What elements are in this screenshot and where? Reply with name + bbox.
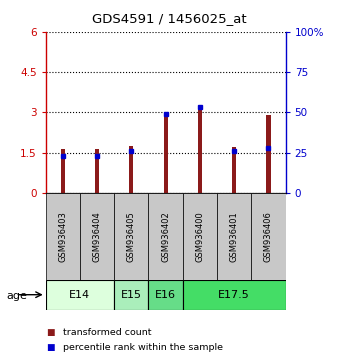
Bar xyxy=(148,193,183,280)
Bar xyxy=(164,112,168,193)
Bar xyxy=(266,115,270,193)
Bar xyxy=(129,146,134,193)
Text: percentile rank within the sample: percentile rank within the sample xyxy=(63,343,222,353)
Text: E14: E14 xyxy=(69,290,91,300)
Text: E16: E16 xyxy=(155,290,176,300)
Bar xyxy=(46,193,80,280)
Text: transformed count: transformed count xyxy=(63,327,151,337)
Bar xyxy=(114,193,148,280)
Bar xyxy=(95,149,99,193)
Text: GSM936406: GSM936406 xyxy=(264,211,273,262)
Text: ■: ■ xyxy=(46,327,54,337)
Bar xyxy=(46,280,114,310)
Text: E17.5: E17.5 xyxy=(218,290,250,300)
Bar xyxy=(251,193,286,280)
Text: GSM936401: GSM936401 xyxy=(230,211,239,262)
Bar xyxy=(114,280,148,310)
Bar xyxy=(232,147,236,193)
Text: GSM936404: GSM936404 xyxy=(93,211,101,262)
Text: age: age xyxy=(7,291,28,301)
Text: GSM936403: GSM936403 xyxy=(58,211,67,262)
Text: GSM936405: GSM936405 xyxy=(127,211,136,262)
Bar xyxy=(183,280,286,310)
Bar xyxy=(183,193,217,280)
Bar xyxy=(198,106,202,193)
Bar xyxy=(217,193,251,280)
Bar xyxy=(80,193,114,280)
Text: GSM936402: GSM936402 xyxy=(161,211,170,262)
Bar xyxy=(61,149,65,193)
Text: E15: E15 xyxy=(121,290,142,300)
Text: GDS4591 / 1456025_at: GDS4591 / 1456025_at xyxy=(92,12,246,25)
Bar xyxy=(148,280,183,310)
Text: ■: ■ xyxy=(46,343,54,353)
Text: GSM936400: GSM936400 xyxy=(195,211,204,262)
